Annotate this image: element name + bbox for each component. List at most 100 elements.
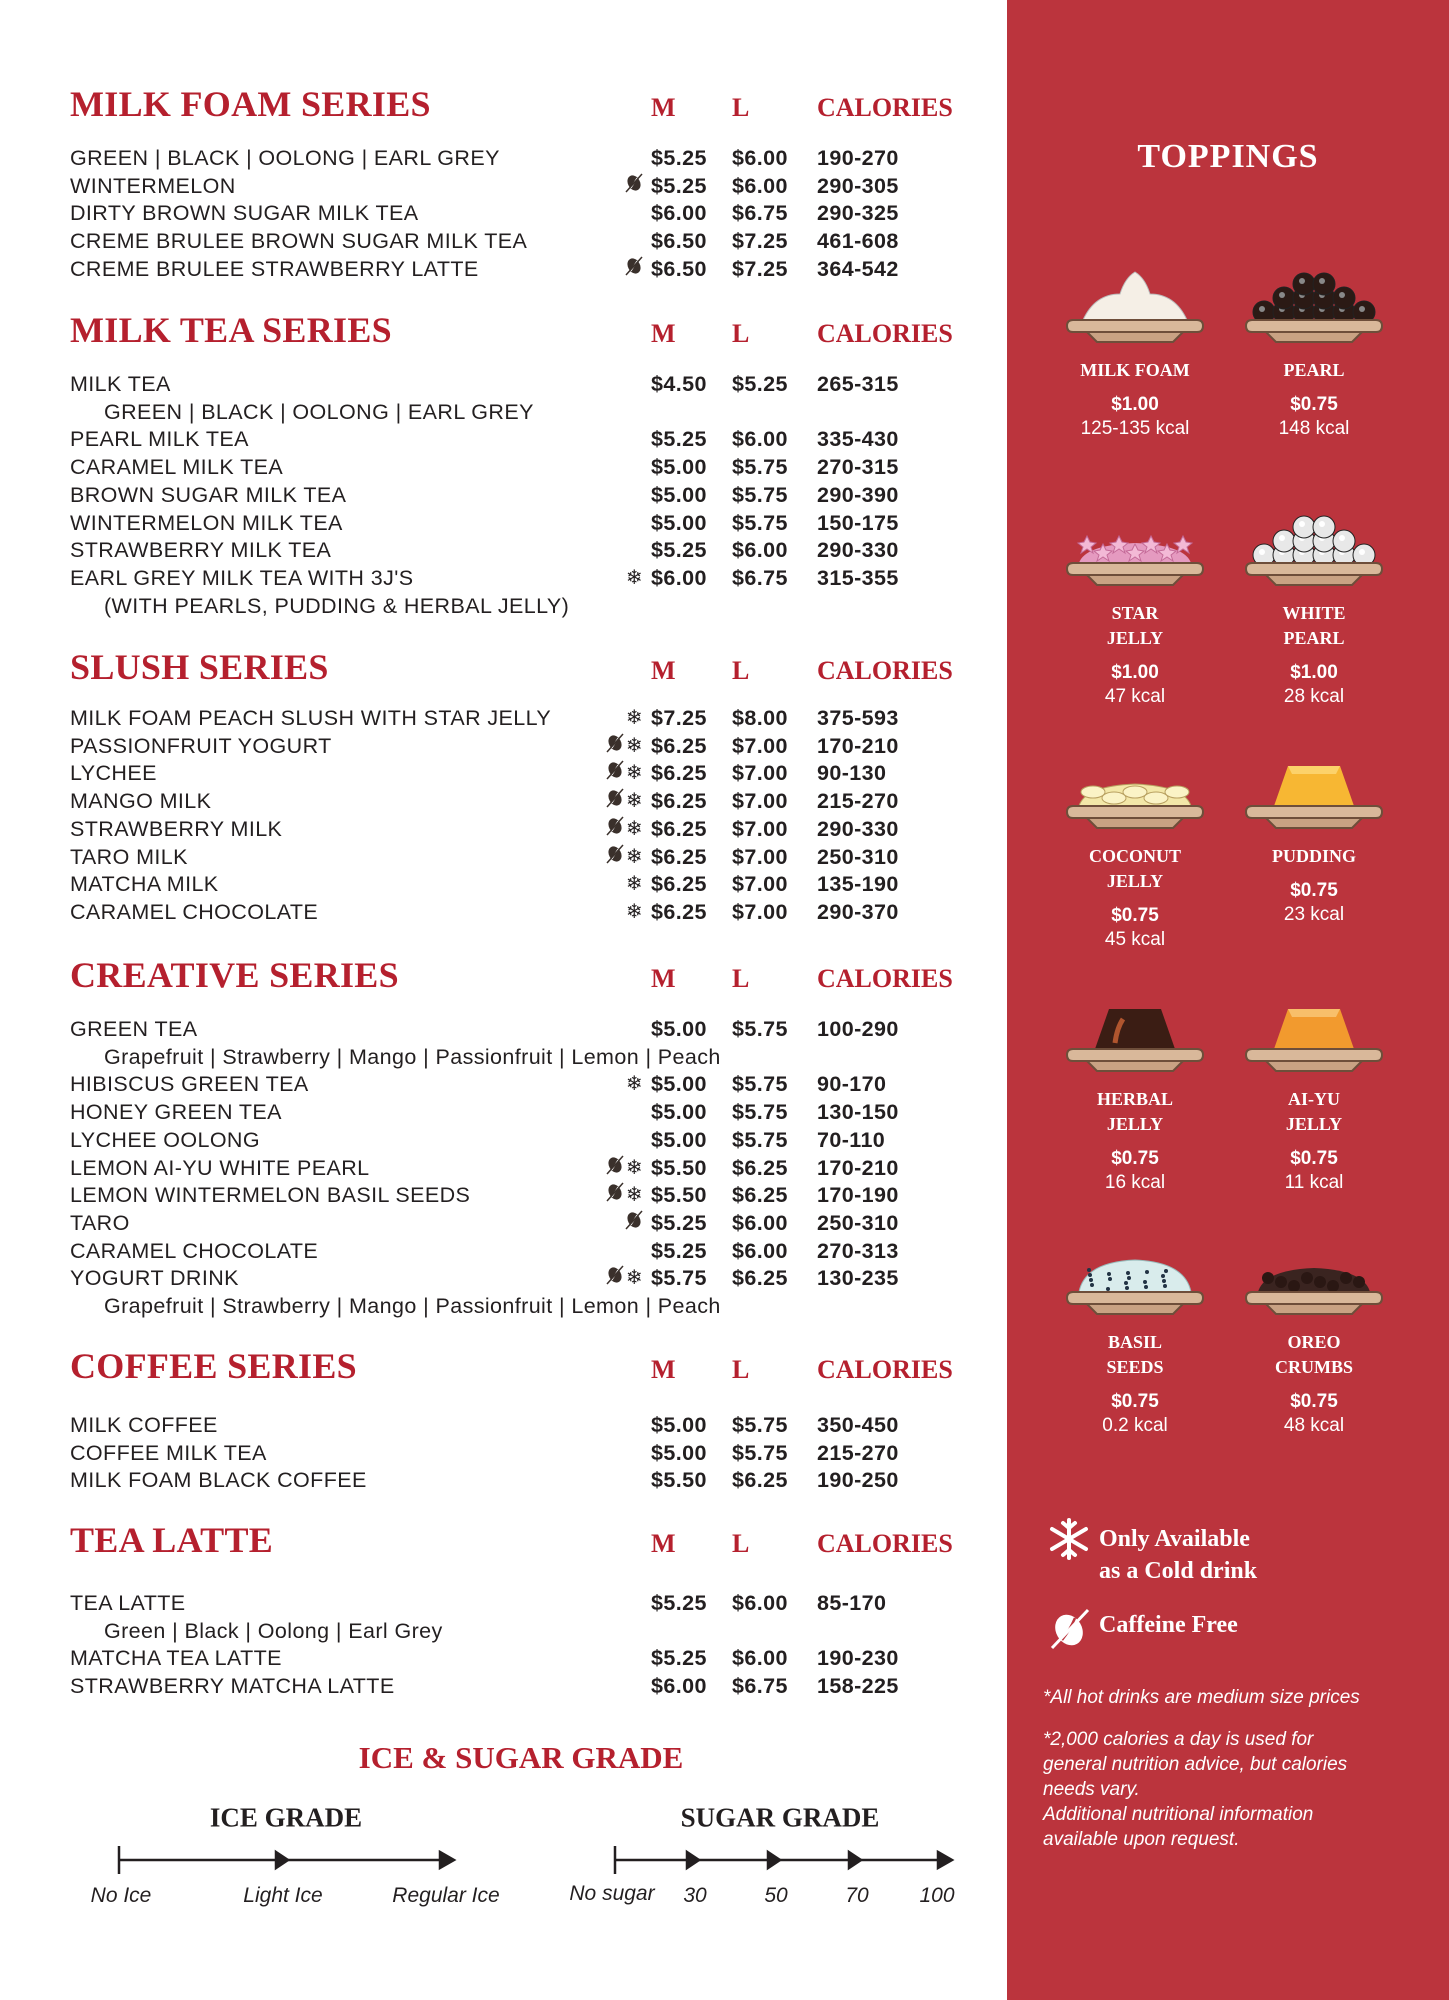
topping-name: AI-YU JELLY [1285, 1089, 1343, 1134]
menu-item: HONEY GREEN TEA $5.00 $5.75 130-150 [70, 1098, 970, 1126]
calories: 270-313 [817, 1238, 899, 1263]
section-title: SLUSH SERIES [70, 647, 329, 687]
item-icons: ❄ [606, 1264, 643, 1292]
menu-item: GREEN | BLACK | OOLONG | EARL GREY $5.25 $… [70, 144, 970, 172]
snowflake-icon: ❄ [625, 845, 643, 868]
ai-yu-jelly-icon [1244, 1009, 1384, 1072]
grade-scales [117, 1846, 955, 1874]
column-header-l: L [732, 1355, 750, 1384]
item-name: Grapefruit | Strawberry | Mango | Passio… [104, 1294, 721, 1318]
item-name: MATCHA TEA LATTE [70, 1646, 282, 1671]
column-header-l: L [732, 93, 750, 122]
menu-item: WINTERMELON MILK TEA $5.00 $5.75 150-175 [70, 509, 970, 537]
herbal-jelly-icon [1065, 1009, 1205, 1072]
topping-oreo-crumbs: OREO CRUMBS $0.75 48 kcal [1214, 1226, 1414, 1438]
price-large: $6.75 [732, 565, 788, 590]
sugar-level: 70 [845, 1884, 869, 1907]
calories: 270-315 [817, 455, 899, 480]
topping-calories: 28 kcal [1283, 686, 1345, 707]
item-name: CARAMEL MILK TEA [70, 455, 284, 480]
item-name: LEMON WINTERMELON BASIL SEEDS [70, 1183, 471, 1208]
item-icons [625, 172, 643, 200]
price-medium: $6.25 [651, 733, 707, 758]
item-name: EARL GREY MILK TEA WITH 3J'S [70, 565, 414, 590]
item-icons [625, 1209, 643, 1237]
price-medium: $6.25 [651, 899, 707, 924]
snowflake-icon: ❄ [625, 790, 643, 813]
topping-calories: 45 kcal [1104, 929, 1166, 950]
price-large: $7.00 [732, 733, 788, 758]
arrow-icon [685, 1849, 702, 1871]
ice-grade-title: ICE GRADE [209, 1802, 363, 1833]
caffeine-free-icon [606, 1264, 624, 1292]
topping-price: $0.75 [1290, 880, 1338, 901]
menu-item: STRAWBERRY MATCHA LATTE $6.00 $6.75 158-225 [70, 1672, 970, 1700]
price-large: $5.75 [732, 482, 788, 507]
calories: 290-390 [817, 482, 899, 507]
price-large: $6.25 [732, 1468, 788, 1493]
price-medium: $5.25 [651, 1646, 707, 1671]
topping-price: $0.75 [1111, 905, 1159, 926]
topping-name: OREO CRUMBS [1274, 1332, 1353, 1377]
item-icons: ❄ [606, 815, 643, 843]
calories: 290-330 [817, 538, 899, 563]
topping-calories: 0.2 kcal [1102, 1415, 1168, 1436]
topping-name: BASIL SEEDS [1106, 1332, 1164, 1377]
price-medium: $5.00 [651, 1100, 707, 1125]
menu-item: MILK COFFEE $5.00 $5.75 350-450 [70, 1411, 970, 1439]
grade-title: ICE & SUGAR GRADE [358, 1740, 684, 1775]
snowflake-icon: ❄ [625, 1156, 643, 1179]
calories: 375-593 [817, 706, 899, 730]
price-large: $7.00 [732, 899, 788, 924]
price-large: $6.75 [732, 1674, 788, 1699]
item-name: STRAWBERRY MILK TEA [70, 538, 332, 563]
legend-caffeine-free: Caffeine Free [1099, 1612, 1238, 1638]
item-name: STRAWBERRY MILK [70, 816, 283, 841]
note-hot-drinks: *All hot drinks are medium size prices [1043, 1687, 1360, 1708]
item-icons: ❄ [606, 843, 643, 871]
column-header-l: L [732, 964, 750, 993]
white-pearl-icon [1244, 515, 1384, 586]
snowflake-icon: ❄ [625, 900, 643, 923]
item-name: GREEN | BLACK | OOLONG | EARL GREY [70, 146, 500, 170]
price-large: $6.00 [732, 1210, 788, 1235]
topping-calories: 23 kcal [1283, 904, 1345, 925]
item-name: TARO [70, 1210, 130, 1235]
toppings-title: TOPPINGS [1137, 138, 1319, 175]
calories: 170-210 [817, 1155, 899, 1180]
menu-item: DIRTY BROWN SUGAR MILK TEA $6.00 $6.75 290-… [70, 199, 970, 227]
calories: 215-270 [817, 1440, 899, 1465]
caffeine-free-icon [625, 172, 643, 200]
column-header-calories: CALORIES [817, 964, 953, 993]
menu-item: EARL GREY MILK TEA WITH 3J'S ❄ $6.00 $6.75 3… [70, 564, 970, 592]
arrow-icon [936, 1849, 955, 1871]
price-medium: $5.00 [651, 455, 707, 480]
item-name: DIRTY BROWN SUGAR MILK TEA [70, 201, 419, 226]
column-header-l: L [732, 656, 750, 685]
menu-item-variants: Green | Black | Oolong | Earl Grey [70, 1617, 970, 1645]
item-name: WINTERMELON [70, 173, 236, 198]
snowflake-icon: ❄ [625, 873, 643, 896]
menu-item: GREEN TEA $5.00 $5.75 100-290 [70, 1015, 970, 1043]
calories: 90-170 [817, 1072, 887, 1097]
calories: 158-225 [817, 1674, 899, 1699]
price-large: $6.25 [732, 1183, 788, 1208]
price-medium: $5.50 [651, 1468, 707, 1493]
topping-name: PEARL [1283, 360, 1345, 380]
snowflake-icon: ❄ [625, 707, 643, 729]
topping-pudding: PUDDING $0.75 23 kcal [1214, 740, 1414, 927]
menu-item: MANGO MILK ❄ $6.25 $7.00 215-270 [70, 787, 970, 815]
sugar-level: 50 [764, 1884, 788, 1907]
snowflake-icon: ❄ [625, 762, 643, 785]
topping-calories: 47 kcal [1104, 686, 1166, 707]
caffeine-free-icon [606, 843, 624, 871]
item-name: YOGURT DRINK [70, 1266, 239, 1291]
caffeine-free-icon [625, 255, 643, 283]
menu-item: YOGURT DRINK ❄ $5.75 $6.25 130-235 [70, 1264, 970, 1292]
price-large: $6.75 [732, 201, 788, 226]
pudding-icon [1244, 766, 1384, 829]
menu-item-variants: (WITH PEARLS, PUDDING & HERBAL JELLY) [70, 592, 970, 620]
note-calories: *2,000 calories a day is used for genera… [1043, 1729, 1348, 1850]
item-icons: ❄ [606, 1181, 643, 1209]
menu-item: MATCHA TEA LATTE $5.25 $6.00 190-230 [70, 1644, 970, 1672]
